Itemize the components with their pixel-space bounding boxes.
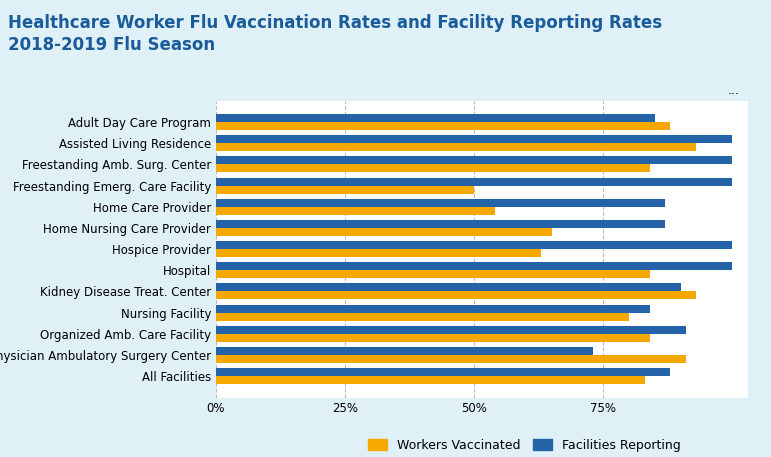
Bar (216, 122, 671, 130)
Bar (216, 292, 696, 299)
Bar (216, 199, 665, 207)
Bar (216, 347, 593, 355)
Bar (216, 368, 671, 376)
Bar (216, 228, 551, 236)
Bar (216, 304, 650, 313)
Bar (216, 326, 686, 334)
Bar (216, 283, 681, 292)
Bar (216, 376, 645, 384)
Bar (216, 249, 541, 257)
Bar (216, 262, 732, 270)
Bar (216, 220, 665, 228)
Bar (216, 165, 650, 172)
Bar (216, 355, 686, 363)
Bar (216, 313, 629, 321)
Bar (216, 334, 650, 342)
Bar (216, 207, 495, 215)
Bar (216, 186, 474, 194)
Bar (216, 156, 732, 165)
Bar (216, 241, 732, 249)
Bar (216, 177, 732, 186)
Text: Healthcare Worker Flu Vaccination Rates and Facility Reporting Rates
2018-2019 F: Healthcare Worker Flu Vaccination Rates … (8, 14, 662, 54)
Bar (216, 114, 655, 122)
Bar (216, 270, 650, 278)
Bar (216, 143, 696, 151)
Text: ...: ... (728, 84, 740, 97)
Legend: Workers Vaccinated, Facilities Reporting: Workers Vaccinated, Facilities Reporting (363, 434, 685, 457)
Bar (216, 135, 732, 143)
